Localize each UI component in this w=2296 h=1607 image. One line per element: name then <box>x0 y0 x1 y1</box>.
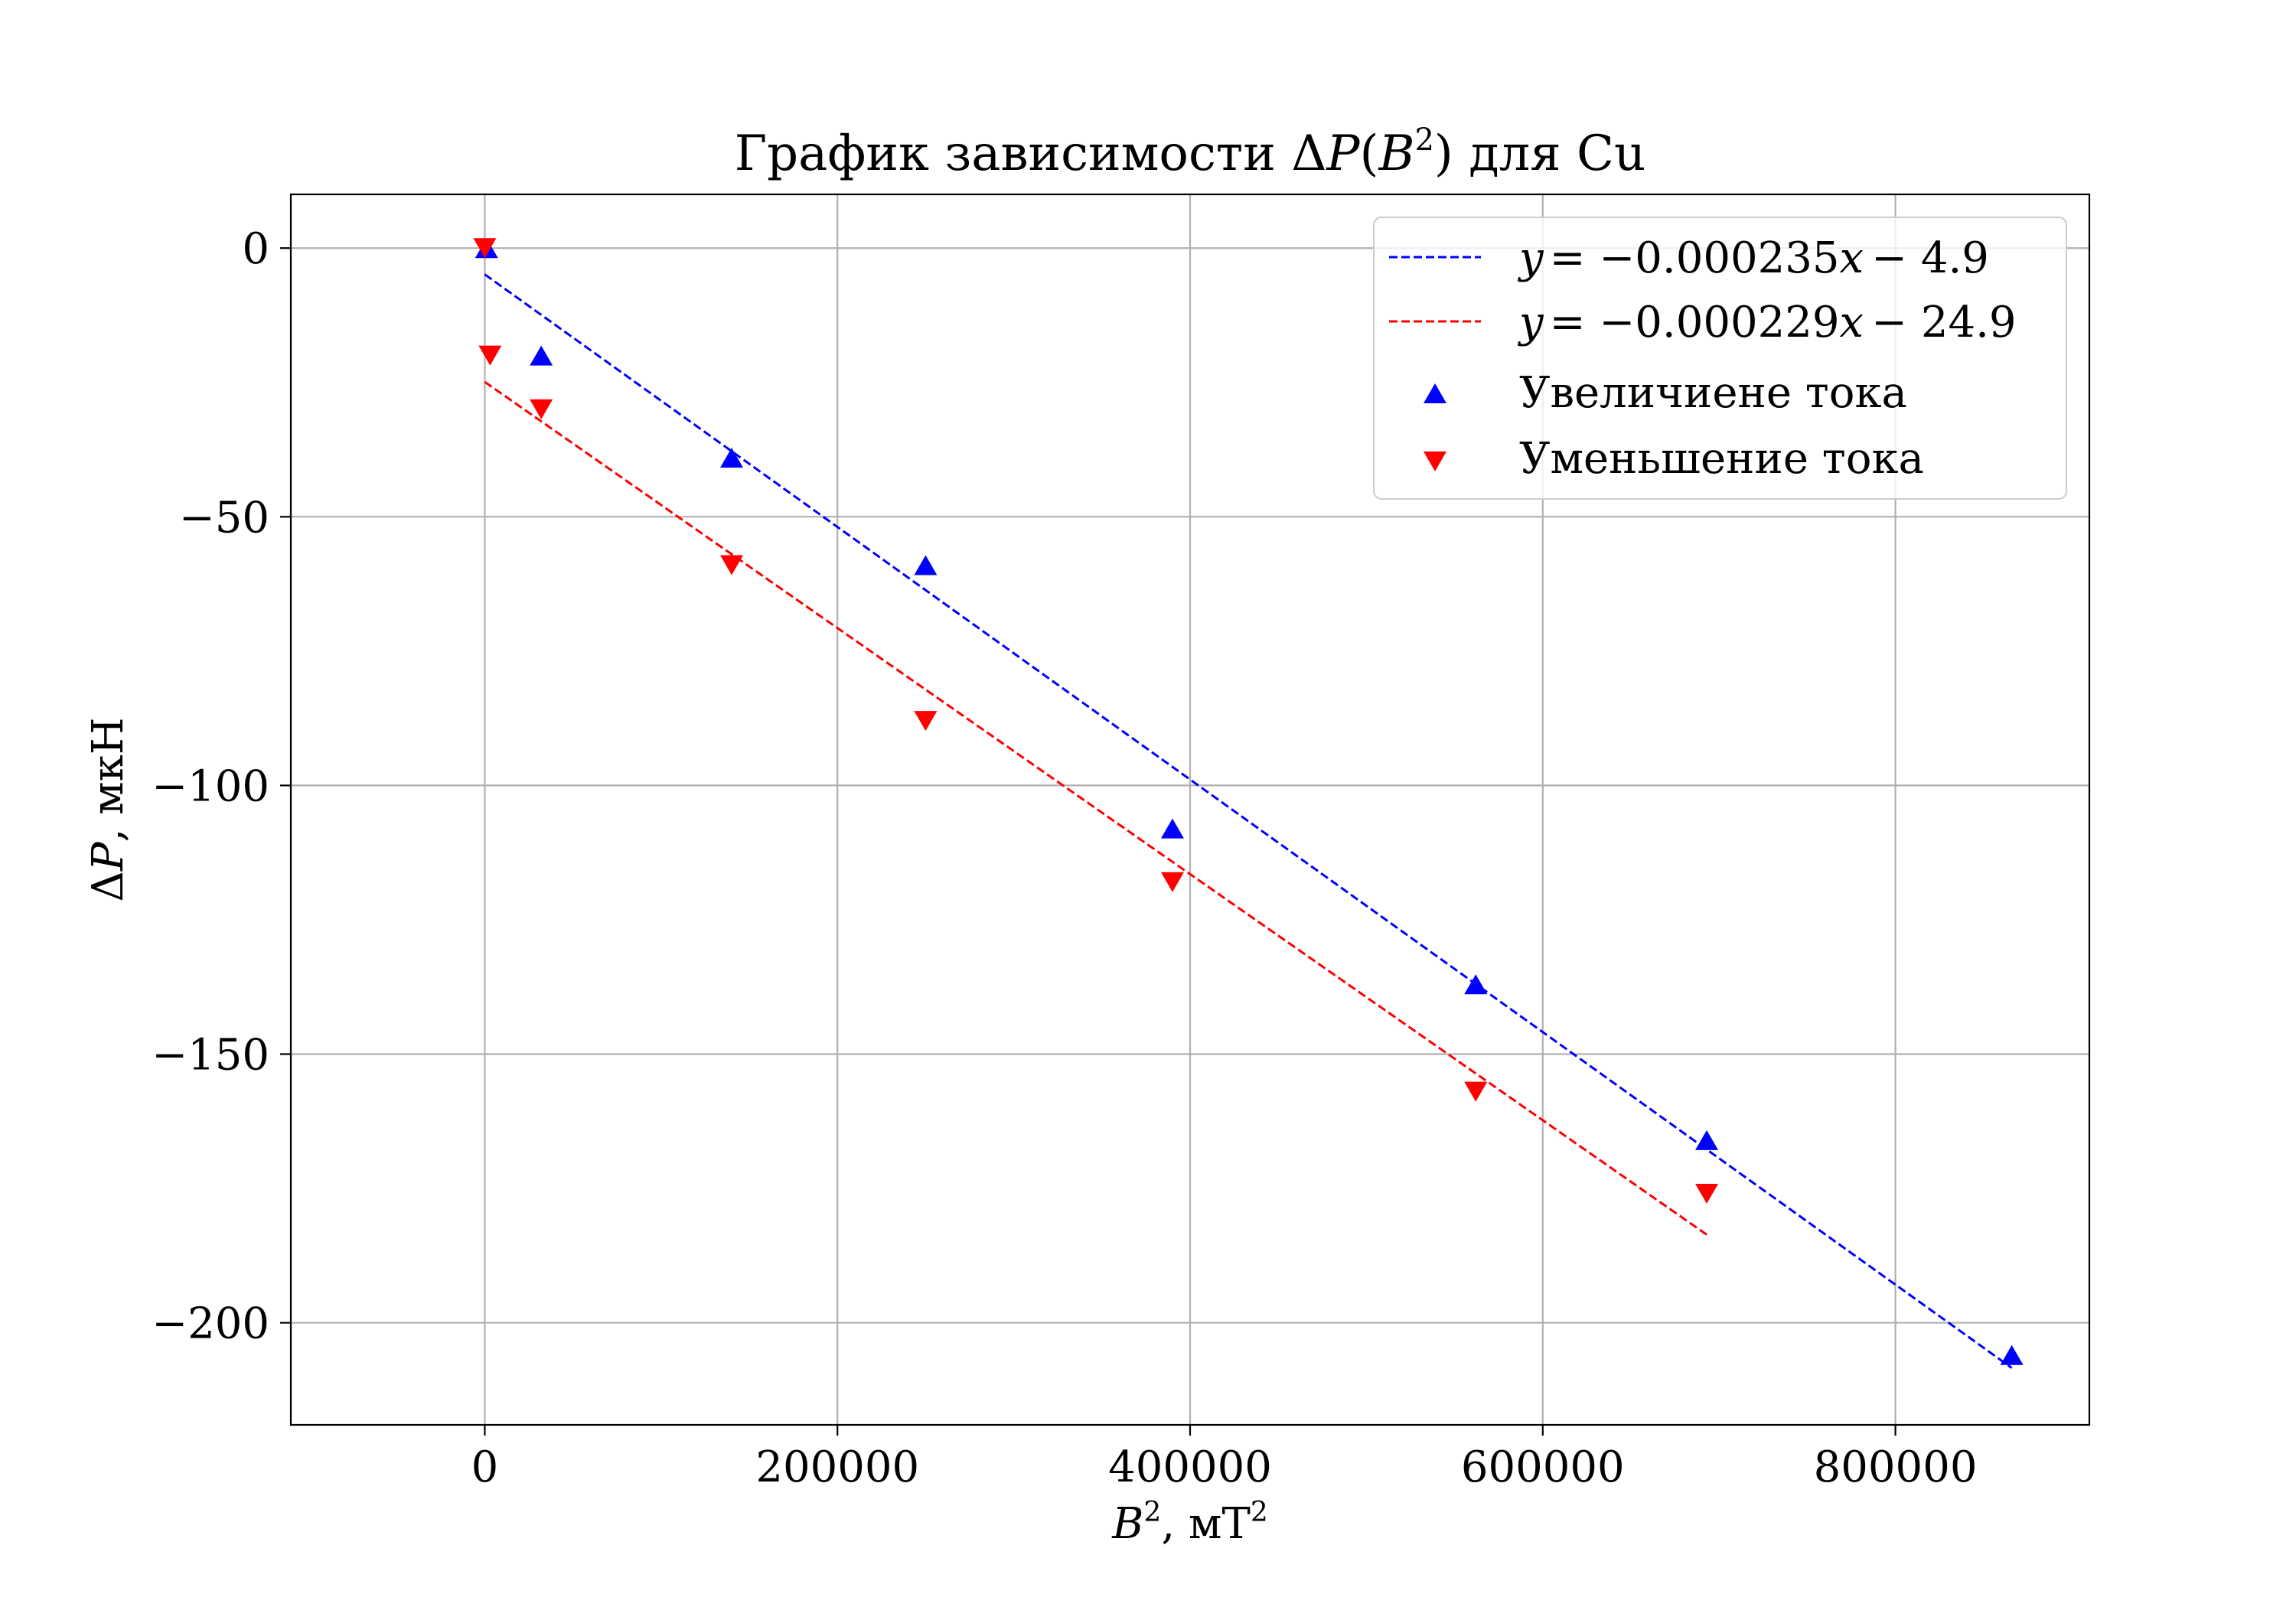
point-decrease-6 <box>1464 1081 1488 1102</box>
legend: y = −0.000235x − 4.9 y = −0.000229x − 24.9 У… <box>1373 217 2067 500</box>
y-axis-ticks: 0 −50 −100 −150 −200 <box>152 224 291 1349</box>
point-increase-2 <box>719 448 743 468</box>
x-tick-label: 800000 <box>1814 1442 1978 1492</box>
y-tick-label: 0 <box>242 224 269 274</box>
y-tick-label: −200 <box>152 1299 269 1349</box>
point-increase-4 <box>1160 818 1184 839</box>
point-decrease-0 <box>473 238 497 259</box>
legend-blue-line-label: y = −0.000235x − 4.9 <box>1517 233 1989 283</box>
data-points <box>473 238 2024 1365</box>
legend-red-line-label: y = −0.000229x − 24.9 <box>1517 298 2017 347</box>
legend-triangle-down-icon <box>1424 451 1446 471</box>
point-decrease-7 <box>1695 1184 1719 1204</box>
y-tick-label: −50 <box>179 493 269 543</box>
point-increase-7 <box>2000 1345 2024 1365</box>
legend-up-label: Увеличиене тока <box>1519 368 1907 418</box>
fit-line-series-2 <box>484 273 2013 1369</box>
y-tick-label: −100 <box>152 761 269 811</box>
chart-title: График зависимости ΔP(B2) для Cu <box>735 122 1645 182</box>
legend-triangle-up-icon <box>1424 383 1446 403</box>
point-decrease-1 <box>478 345 502 366</box>
fit-line-series-3 <box>484 380 1707 1236</box>
point-increase-6 <box>1695 1129 1719 1150</box>
x-axis-ticks: 0 200000 400000 600000 800000 <box>471 1425 1978 1492</box>
legend-box <box>1373 217 2067 500</box>
x-tick-label: 600000 <box>1461 1442 1625 1492</box>
x-tick-label: 0 <box>471 1442 499 1492</box>
x-tick-label: 400000 <box>1108 1442 1272 1492</box>
x-axis-label: B2, мТ2 <box>1111 1497 1267 1549</box>
point-decrease-2 <box>530 399 553 419</box>
point-increase-1 <box>530 345 553 366</box>
x-tick-label: 200000 <box>755 1442 919 1492</box>
y-axis-label: ΔP, мкН <box>83 717 133 901</box>
point-decrease-4 <box>914 711 938 732</box>
fit-lines <box>484 273 2013 1369</box>
point-increase-5 <box>1464 974 1488 995</box>
legend-down-label: Уменьшение тока <box>1519 434 1924 484</box>
point-decrease-5 <box>1160 872 1184 892</box>
point-decrease-3 <box>719 555 743 575</box>
y-tick-label: −150 <box>152 1030 269 1080</box>
point-increase-3 <box>914 555 938 575</box>
